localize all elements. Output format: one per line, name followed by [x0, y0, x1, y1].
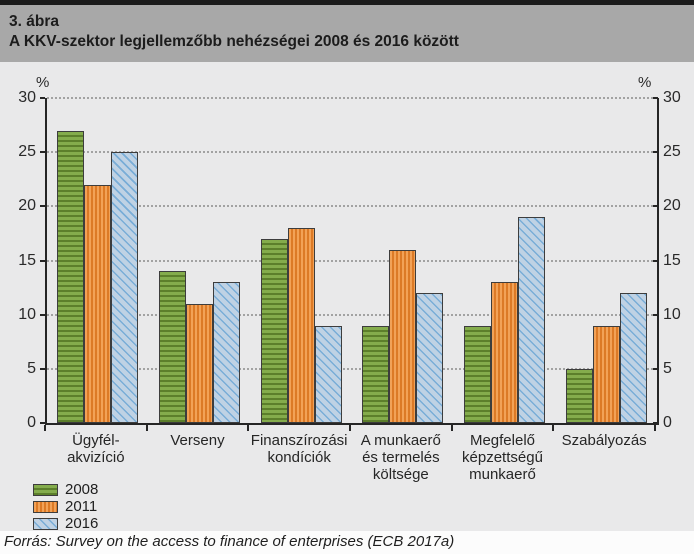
ytickmark-left-0 — [40, 422, 45, 424]
ytickmark-right-30 — [653, 97, 658, 99]
ytickmark-left-5 — [40, 367, 45, 370]
percent-label-left: % — [36, 74, 50, 91]
ytickmark-left-10 — [40, 313, 45, 316]
bar-2011-cat1 — [84, 184, 112, 423]
category-label-5: Megfelelő képzettségű munkaerő — [462, 432, 543, 483]
gridline-30 — [47, 97, 657, 99]
top-rule — [0, 0, 694, 5]
ytick-right-20: 20 — [663, 197, 681, 215]
gridline-10 — [47, 313, 657, 316]
xtickmark-1 — [145, 425, 148, 431]
legend-item-2016: 2016 — [33, 515, 98, 532]
xtickmark-3 — [349, 425, 351, 431]
bar-2016-cat1 — [111, 152, 139, 423]
xtickmark-5 — [552, 425, 555, 431]
xtickmark-6 — [654, 425, 656, 431]
ytickmark-left-25 — [40, 151, 45, 154]
bar-2016-cat4 — [416, 293, 444, 423]
legend-swatch-2016 — [33, 517, 58, 530]
bar-2008-cat5 — [464, 325, 491, 423]
ytick-left-25: 25 — [18, 143, 36, 161]
ytick-right-25: 25 — [663, 143, 681, 161]
category-label-6: Szabályozás — [561, 432, 647, 449]
gridline-25 — [47, 151, 657, 154]
category-label-3: Finanszírozási kondíciók — [250, 432, 348, 466]
xtickmark-4 — [450, 425, 453, 431]
category-label-1: Ügyfél- akvizíció — [67, 432, 125, 466]
source-note: Forrás: Survey on the access to finance … — [4, 533, 455, 550]
ytickmark-right-5 — [653, 367, 658, 370]
bar-2008-cat4 — [362, 325, 390, 423]
bar-2016-cat2 — [213, 282, 240, 423]
ytick-left-15: 15 — [18, 251, 36, 269]
figure-title: A KKV-szektor legjellemzőbb nehézségei 2… — [9, 33, 459, 50]
figure-label: 3. ábra — [9, 13, 59, 30]
bar-2011-cat2 — [186, 303, 213, 423]
bar-2008-cat2 — [159, 271, 186, 423]
legend-label-2016: 2016 — [65, 515, 99, 532]
ytick-left-5: 5 — [27, 359, 36, 377]
chart-panel: % % 0 5 10 15 20 25 30 0 5 10 15 20 25 30 Ügyfél- ak… — [0, 62, 694, 532]
ytick-right-30: 30 — [663, 89, 681, 106]
ytickmark-right-20 — [653, 205, 658, 208]
bar-2016-cat6 — [619, 293, 647, 423]
plot-area — [45, 97, 659, 425]
bar-2008-cat1 — [57, 130, 85, 423]
legend-item-2011: 2011 — [33, 498, 98, 515]
bar-2008-cat3 — [260, 238, 288, 423]
legend-swatch-2011 — [33, 500, 58, 513]
legend-label-2008: 2008 — [65, 481, 99, 498]
category-label-2: Verseny — [170, 432, 225, 449]
bar-2016-cat3 — [314, 325, 342, 423]
figure-footer: Forrás: Survey on the access to finance … — [0, 531, 694, 554]
ytick-left-20: 20 — [18, 197, 36, 215]
ytickmark-left-20 — [40, 205, 45, 208]
percent-label-right: % — [638, 74, 652, 91]
bar-2011-cat3 — [287, 228, 315, 423]
ytickmark-right-10 — [653, 313, 658, 316]
ytick-right-10: 10 — [663, 305, 681, 323]
ytickmark-right-25 — [653, 151, 658, 154]
ytickmark-right-15 — [653, 259, 658, 262]
ytick-left-10: 10 — [18, 305, 36, 323]
ytickmark-right-0 — [653, 422, 658, 424]
ytick-right-0: 0 — [663, 414, 672, 431]
bar-2008-cat6 — [565, 368, 593, 423]
xtickmark-2 — [247, 425, 250, 431]
ytick-left-0: 0 — [27, 414, 36, 431]
ytick-right-15: 15 — [663, 251, 681, 269]
category-label-4: A munkaerő és termelés költsége — [360, 432, 441, 483]
figure-header: 3. ábra A KKV-szektor legjellemzőbb nehé… — [0, 5, 694, 62]
bar-2011-cat5 — [491, 282, 518, 423]
bar-2011-cat4 — [389, 249, 417, 423]
ytickmark-left-15 — [40, 259, 45, 262]
gridline-5 — [47, 367, 657, 370]
gridline-20 — [47, 205, 657, 208]
gridline-15 — [47, 259, 657, 262]
legend-swatch-2008 — [33, 483, 58, 496]
ytick-left-30: 30 — [18, 89, 36, 106]
ytick-right-5: 5 — [663, 359, 672, 377]
legend: 2008 2011 2016 — [33, 481, 98, 532]
bar-2011-cat6 — [592, 325, 620, 423]
bar-2016-cat5 — [518, 217, 545, 423]
xtickmark-0 — [44, 425, 46, 431]
legend-item-2008: 2008 — [33, 481, 98, 498]
ytickmark-left-30 — [40, 97, 45, 99]
legend-label-2011: 2011 — [65, 498, 98, 515]
